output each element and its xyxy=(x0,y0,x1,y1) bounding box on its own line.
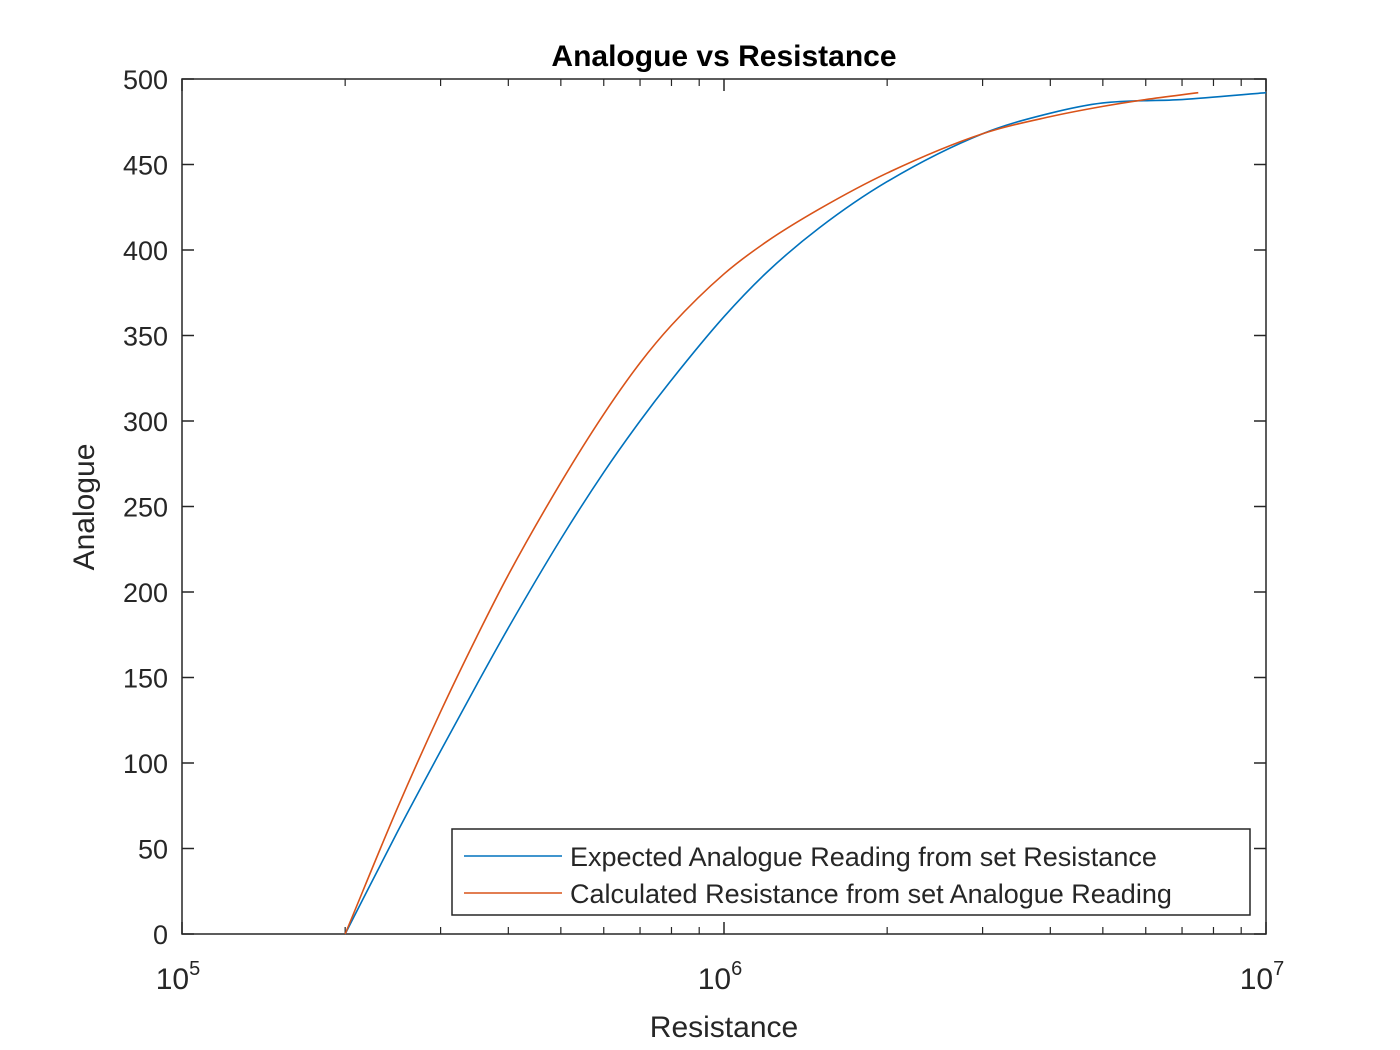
x-tick-label-base: 10 xyxy=(1240,963,1273,996)
legend-label-1: Expected Analogue Reading from set Resis… xyxy=(570,842,1157,872)
x-tick-label: 107 xyxy=(1240,958,1285,996)
y-tick-label: 0 xyxy=(153,920,168,950)
legend-box xyxy=(451,828,1251,916)
y-tick-label: 450 xyxy=(123,151,168,181)
y-axis-label: Analogue xyxy=(68,444,101,571)
y-tick-label: 350 xyxy=(123,322,168,352)
series-line-1 xyxy=(344,91,1267,935)
y-tick-label: 200 xyxy=(123,578,168,608)
x-tick-label-exponent: 6 xyxy=(731,958,742,980)
chart-title: Analogue vs Resistance xyxy=(551,40,896,73)
x-tick-label-base: 10 xyxy=(698,963,731,996)
y-tick-label: 250 xyxy=(123,493,168,523)
y-tick-label: 300 xyxy=(123,407,168,437)
axes-box xyxy=(181,78,1267,935)
y-tick-label: 500 xyxy=(123,65,168,95)
y-tick-label: 400 xyxy=(123,236,168,266)
series-line-2 xyxy=(344,91,1199,935)
x-tick-label-base: 10 xyxy=(156,963,189,996)
x-axis-label: Resistance xyxy=(650,1011,798,1044)
y-tick-label: 50 xyxy=(138,835,168,865)
x-tick-label-exponent: 5 xyxy=(189,958,200,980)
legend-label-2: Calculated Resistance from set Analogue … xyxy=(570,879,1172,909)
y-tick-label: 150 xyxy=(123,664,168,694)
x-tick-label: 105 xyxy=(156,958,201,996)
x-tick-label: 106 xyxy=(698,958,743,996)
y-tick-label: 100 xyxy=(123,749,168,779)
x-tick-label-exponent: 7 xyxy=(1273,958,1284,980)
